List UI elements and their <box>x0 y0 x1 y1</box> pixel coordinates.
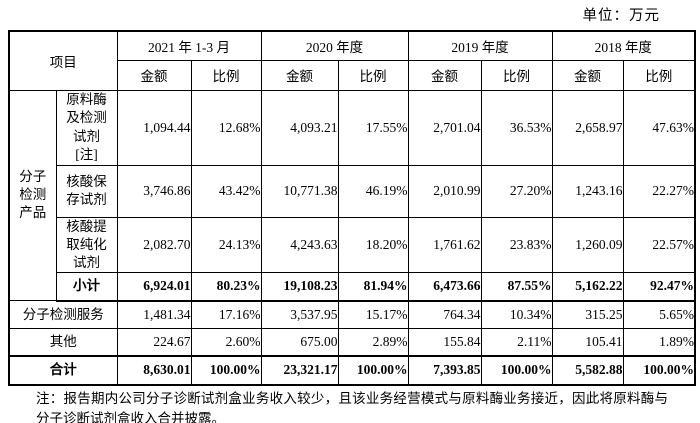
cell-amount: 2,658.97 <box>551 89 624 166</box>
amount-header: 金额 <box>116 59 192 91</box>
cell-ratio: 23.83% <box>480 216 553 274</box>
cell-amount: 4,093.21 <box>260 89 339 166</box>
cell-amount: 8,630.01 <box>116 355 192 386</box>
table-row-nucleic-extraction: 核酸提 取纯化 试剂 2,082.70 24.13% 4,243.63 18.2… <box>9 216 696 274</box>
cell-ratio: 2.11% <box>480 328 553 357</box>
cell-ratio: 5.65% <box>622 300 696 330</box>
cell-amount: 3,746.86 <box>116 164 192 218</box>
row-label: 分子检测服务 <box>8 300 118 330</box>
cell-amount: 2,010.99 <box>407 164 482 218</box>
table-row-other: 其他 224.67 2.60% 675.00 2.89% 155.84 2.11… <box>8 328 696 357</box>
cell-amount: 2,082.70 <box>116 216 192 274</box>
cell-ratio: 18.20% <box>337 216 409 274</box>
cell-amount: 1,243.16 <box>551 164 624 218</box>
cell-ratio: 15.17% <box>337 300 409 330</box>
ratio-header: 比例 <box>622 59 696 91</box>
cell-amount: 224.67 <box>116 328 192 357</box>
cell-ratio: 12.68% <box>190 89 262 166</box>
cell-ratio: 46.19% <box>337 164 409 218</box>
row-label: 核酸提 取纯化 试剂 <box>55 216 118 274</box>
ratio-header: 比例 <box>190 59 262 91</box>
table-row-nucleic-preservation: 核酸保 存试剂 3,746.86 43.42% 10,771.38 46.19%… <box>9 164 696 218</box>
cell-ratio: 1.89% <box>622 328 696 357</box>
cell-ratio: 17.16% <box>190 300 262 330</box>
row-label: 原料酶 及检测 试剂 [注] <box>55 89 118 166</box>
table-row-raw-enzyme: 分子 检测 产品 原料酶 及检测 试剂 [注] 1,094.44 12.68% … <box>8 89 696 302</box>
row-label-total: 合计 <box>8 355 118 386</box>
cell-amount: 5,582.88 <box>551 355 624 386</box>
cell-ratio: 100.00% <box>480 355 553 386</box>
cell-amount: 5,162.22 <box>551 272 624 302</box>
cell-ratio: 100.00% <box>622 355 696 386</box>
cell-ratio: 22.27% <box>622 164 696 218</box>
cell-amount: 19,108.23 <box>260 272 339 302</box>
cell-ratio: 17.55% <box>337 89 409 166</box>
cell-amount: 1,260.09 <box>551 216 624 274</box>
header-row-periods: 项目 2021 年 1-3 月 2020 年度 2019 年度 2018 年度 <box>8 30 696 91</box>
table-row-total: 合计 8,630.01 100.00% 23,321.17 100.00% 7,… <box>8 355 696 386</box>
cell-amount: 3,537.95 <box>260 300 339 330</box>
col-header-period-2021: 2021 年 1-3 月 <box>116 30 262 61</box>
cell-ratio: 22.57% <box>622 216 696 274</box>
table-row-detection-services: 分子检测服务 1,481.34 17.16% 3,537.95 15.17% 7… <box>8 300 696 330</box>
amount-header: 金额 <box>551 59 624 91</box>
amount-header: 金额 <box>260 59 339 91</box>
col-header-period-2019: 2019 年度 <box>407 30 553 61</box>
cell-amount: 6,924.01 <box>116 272 192 302</box>
row-label: 其他 <box>8 328 118 357</box>
cell-amount: 1,094.44 <box>116 89 192 166</box>
cell-amount: 1,481.34 <box>116 300 192 330</box>
table-row-subtotal: 小计 6,924.01 80.23% 19,108.23 81.94% 6,47… <box>9 272 696 302</box>
row-label-subtotal: 小计 <box>55 272 118 302</box>
cell-ratio: 2.60% <box>190 328 262 357</box>
cell-amount: 105.41 <box>551 328 624 357</box>
cell-ratio: 36.53% <box>480 89 553 166</box>
cell-ratio: 47.63% <box>622 89 696 166</box>
cell-ratio: 100.00% <box>337 355 409 386</box>
footnote: 注：报告期内公司分子诊断试剂盒业务收入较少，且该业务经营模式与原料酶业务接近，因… <box>36 391 668 423</box>
cell-amount: 10,771.38 <box>260 164 339 218</box>
revenue-breakdown-table: 项目 2021 年 1-3 月 2020 年度 2019 年度 2018 年度 … <box>8 30 696 386</box>
cell-amount: 675.00 <box>260 328 339 357</box>
unit-label: 单位：万元 <box>582 8 660 24</box>
cell-ratio: 100.00% <box>190 355 262 386</box>
category-molecular-products: 分子 检测 产品 <box>8 89 57 302</box>
cell-ratio: 27.20% <box>480 164 553 218</box>
cell-amount: 315.25 <box>551 300 624 330</box>
cell-amount: 1,761.62 <box>407 216 482 274</box>
col-header-item: 项目 <box>8 30 118 91</box>
ratio-header: 比例 <box>480 59 553 91</box>
header-row-measures: 金额 比例 金额 比例 金额 比例 金额 比例 <box>9 59 696 91</box>
row-label: 核酸保 存试剂 <box>55 164 118 218</box>
cell-amount: 7,393.85 <box>407 355 482 386</box>
cell-ratio: 10.34% <box>480 300 553 330</box>
cell-ratio: 87.55% <box>480 272 553 302</box>
cell-ratio: 92.47% <box>622 272 696 302</box>
cell-ratio: 43.42% <box>190 164 262 218</box>
cell-ratio: 24.13% <box>190 216 262 274</box>
cell-amount: 2,701.04 <box>407 89 482 166</box>
cell-amount: 23,321.17 <box>260 355 339 386</box>
cell-amount: 764.34 <box>407 300 482 330</box>
cell-ratio: 81.94% <box>337 272 409 302</box>
amount-header: 金额 <box>407 59 482 91</box>
ratio-header: 比例 <box>337 59 409 91</box>
col-header-period-2020: 2020 年度 <box>260 30 409 61</box>
cell-ratio: 2.89% <box>337 328 409 357</box>
col-header-period-2018: 2018 年度 <box>551 30 696 61</box>
cell-amount: 155.84 <box>407 328 482 357</box>
cell-amount: 4,243.63 <box>260 216 339 274</box>
cell-amount: 6,473.66 <box>407 272 482 302</box>
cell-ratio: 80.23% <box>190 272 262 302</box>
